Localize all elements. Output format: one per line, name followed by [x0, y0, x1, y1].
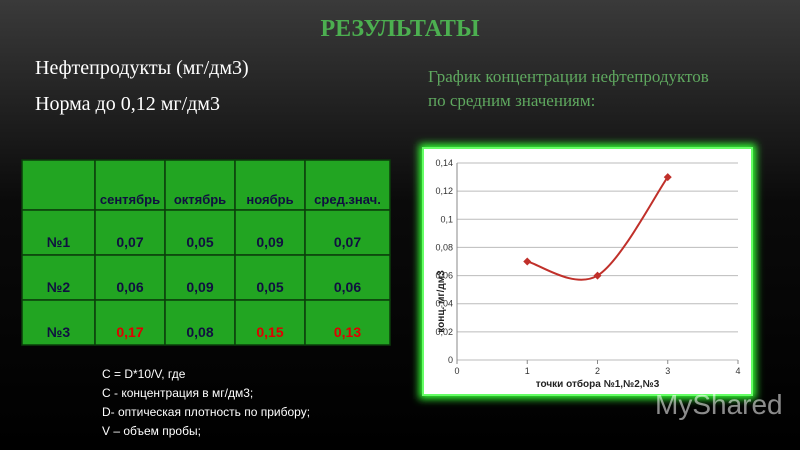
left-line: Норма до 0,12 мг/дм3 [35, 93, 220, 115]
table-cell [164, 254, 236, 301]
chart: 0 0,02 0,04 0,06 0,08 0,1 0,12 0,14 0 1 2 3 4 точки о… [435, 158, 740, 390]
header-cell: октябрь [174, 192, 226, 207]
caption-line: График концентрации нефтепродуктов [428, 67, 709, 86]
header-cell: ноябрь [246, 192, 293, 207]
table-cell-text: 0,07 [116, 234, 143, 250]
table-cell-text: №2 [47, 279, 71, 295]
table-cell-text: №1 [47, 234, 71, 250]
header-cell: сентябрь [100, 192, 160, 207]
data-point [663, 173, 672, 182]
formula: C = D*10/V, где C - концентрация в мг/дм3… [102, 367, 310, 438]
left-line: Нефтепродукты (мг/дм3) [35, 57, 249, 79]
x-tick-label: 1 [525, 366, 530, 376]
y-tick-label: 0,04 [435, 299, 453, 309]
y-tick-label: 0,06 [435, 271, 453, 281]
table-cell-text: 0,17 [116, 324, 143, 340]
table-cell [21, 159, 96, 211]
table-cell [234, 254, 306, 301]
x-tick-label: 0 [454, 366, 459, 376]
x-tick-label: 4 [735, 366, 740, 376]
table-cell-text: №3 [47, 324, 71, 340]
y-tick-label: 0,02 [435, 327, 453, 337]
chart-panel [422, 147, 753, 396]
table-cell-text: 0,06 [334, 279, 361, 295]
caption-line: по средним значениям: [428, 91, 595, 110]
y-tick-label: 0,1 [440, 214, 453, 224]
left-text: Нефтепродукты (мг/дм3) Норма до 0,12 мг/д… [35, 57, 249, 115]
x-tick-label: 2 [595, 366, 600, 376]
data-point [523, 257, 532, 266]
table-cell-text: 0,09 [186, 279, 213, 295]
y-tick-label: 0,08 [435, 242, 453, 252]
table-cell [164, 299, 236, 346]
slide-title: РЕЗУЛЬТАТЫ [320, 16, 479, 42]
table-cell [234, 299, 306, 346]
table-cell-text: 0,05 [186, 234, 213, 250]
y-axis-label: конц. мг/дм3 [436, 270, 447, 333]
table-cell [234, 209, 306, 256]
table-cell-text: 0,07 [334, 234, 361, 250]
x-axis-label: точки отбора №1,№2,№3 [536, 378, 660, 390]
table-cell [304, 299, 391, 346]
table-cell-text: 0,15 [256, 324, 283, 340]
table-cell-text: 0,13 [334, 324, 361, 340]
chart-caption: График концентрации нефтепродуктов по ср… [428, 67, 709, 110]
table-cell-text: 0,09 [256, 234, 283, 250]
table-cell [164, 209, 236, 256]
x-tick-label: 3 [665, 366, 670, 376]
table-cell-text: 0,06 [116, 279, 143, 295]
table-cell-text: 0,05 [256, 279, 283, 295]
formula-line: V – объем пробы; [102, 424, 201, 438]
table-cell [304, 159, 391, 211]
formula-line: C - концентрация в мг/дм3; [102, 386, 253, 400]
data-point [593, 271, 602, 280]
y-tick-label: 0,12 [435, 186, 453, 196]
table-cell [304, 209, 391, 256]
formula-line: C = D*10/V, где [102, 367, 186, 381]
table-cell [94, 299, 166, 346]
table-cell [94, 254, 166, 301]
y-tick-label: 0,14 [435, 158, 453, 168]
header-cell: сред.знач. [314, 192, 381, 207]
table: сентябрь октябрь ноябрь сред.знач. №1 0,07 0,0… [21, 159, 391, 346]
watermark: MyShared [655, 389, 783, 420]
formula-line: D- оптическая плотность по прибору; [102, 405, 310, 419]
y-tick-label: 0 [448, 355, 453, 365]
table-cell [21, 299, 96, 346]
table-cell-text: 0,08 [186, 324, 213, 340]
